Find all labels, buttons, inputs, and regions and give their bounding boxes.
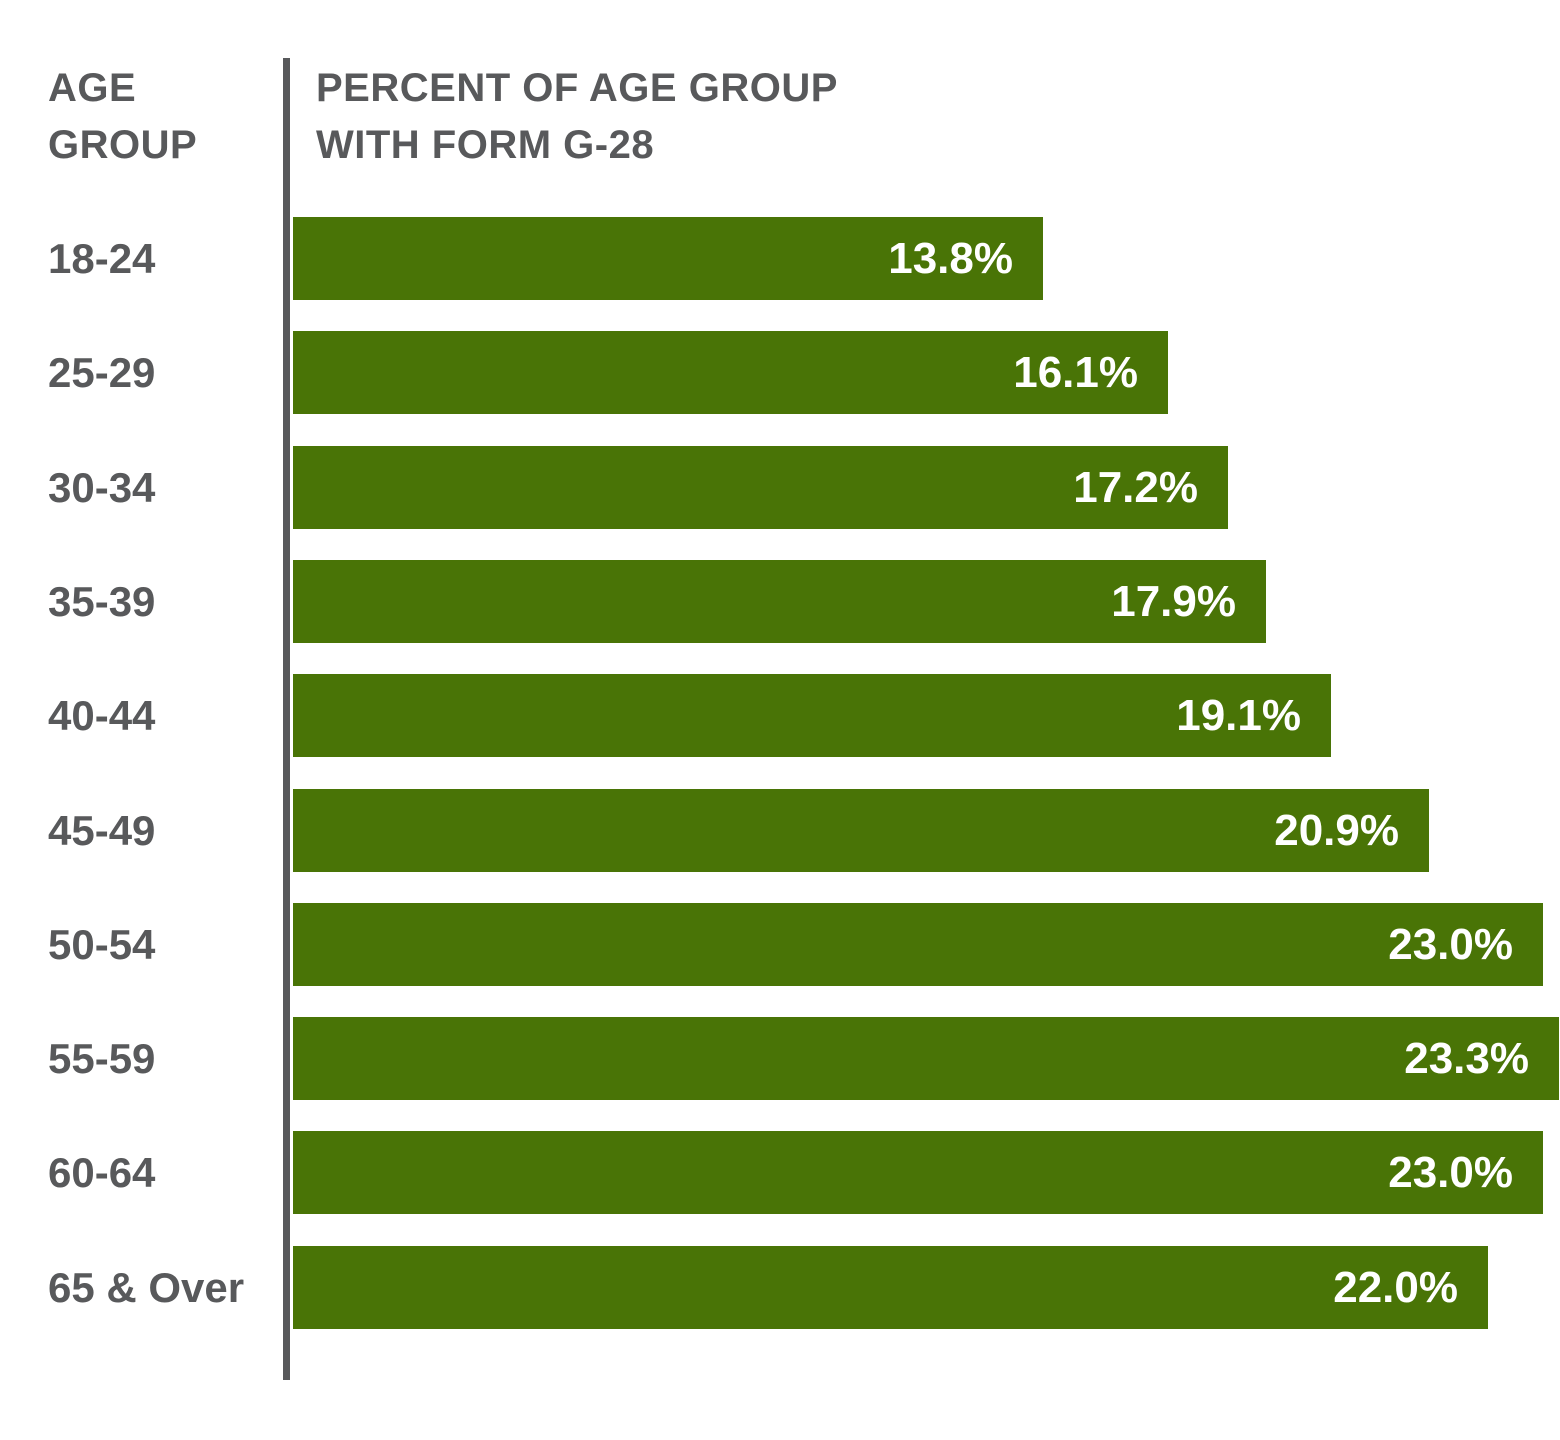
chart-row: 30-34 17.2% xyxy=(0,446,1560,529)
x-axis-title-line1: PERCENT OF AGE GROUP xyxy=(316,66,838,110)
y-axis-title: AGE GROUP xyxy=(48,60,197,174)
bar: 16.1% xyxy=(293,331,1168,414)
category-label: 30-34 xyxy=(48,463,156,511)
bar: 20.9% xyxy=(293,789,1429,872)
category-label: 18-24 xyxy=(48,234,156,282)
chart-row: 60-64 23.0% xyxy=(0,1131,1560,1214)
bars-container: 18-24 13.8% 25-29 16.1% 30-34 17.2% 35-3… xyxy=(0,217,1560,1417)
category-label: 50-54 xyxy=(48,920,156,968)
y-axis-title-line1: AGE xyxy=(48,66,137,110)
category-label: 60-64 xyxy=(48,1148,156,1196)
category-label: 55-59 xyxy=(48,1034,156,1082)
x-axis-title: PERCENT OF AGE GROUP WITH FORM G-28 xyxy=(316,60,838,174)
category-label: 45-49 xyxy=(48,806,156,854)
bar: 23.0% xyxy=(293,1131,1543,1214)
bar: 23.3% xyxy=(293,1017,1559,1100)
chart-row: 25-29 16.1% xyxy=(0,331,1560,414)
chart-row: 55-59 23.3% xyxy=(0,1017,1560,1100)
value-label: 13.8% xyxy=(888,233,1013,283)
chart-row: 45-49 20.9% xyxy=(0,789,1560,872)
value-label: 23.0% xyxy=(1388,1147,1513,1197)
bar: 17.2% xyxy=(293,446,1228,529)
value-label: 23.0% xyxy=(1388,919,1513,969)
category-label: 25-29 xyxy=(48,348,156,396)
y-axis-title-line2: GROUP xyxy=(48,123,198,167)
bar: 23.0% xyxy=(293,903,1543,986)
value-label: 23.3% xyxy=(1404,1033,1529,1083)
chart-row: 50-54 23.0% xyxy=(0,903,1560,986)
bar: 13.8% xyxy=(293,217,1043,300)
value-label: 16.1% xyxy=(1013,347,1138,397)
chart-row: 35-39 17.9% xyxy=(0,560,1560,643)
bar: 19.1% xyxy=(293,674,1331,757)
chart-row: 18-24 13.8% xyxy=(0,217,1560,300)
category-label: 35-39 xyxy=(48,577,156,625)
value-label: 20.9% xyxy=(1274,805,1399,855)
bar: 22.0% xyxy=(293,1246,1488,1329)
x-axis-title-line2: WITH FORM G-28 xyxy=(316,123,655,167)
value-label: 17.2% xyxy=(1073,462,1198,512)
chart-row: 40-44 19.1% xyxy=(0,674,1560,757)
bar: 17.9% xyxy=(293,560,1266,643)
category-label: 40-44 xyxy=(48,691,156,739)
category-label: 65 & Over xyxy=(48,1263,245,1311)
value-label: 19.1% xyxy=(1176,690,1301,740)
value-label: 22.0% xyxy=(1333,1262,1458,1312)
value-label: 17.9% xyxy=(1111,576,1236,626)
axis-line xyxy=(283,58,290,1380)
chart-row: 65 & Over 22.0% xyxy=(0,1246,1560,1329)
